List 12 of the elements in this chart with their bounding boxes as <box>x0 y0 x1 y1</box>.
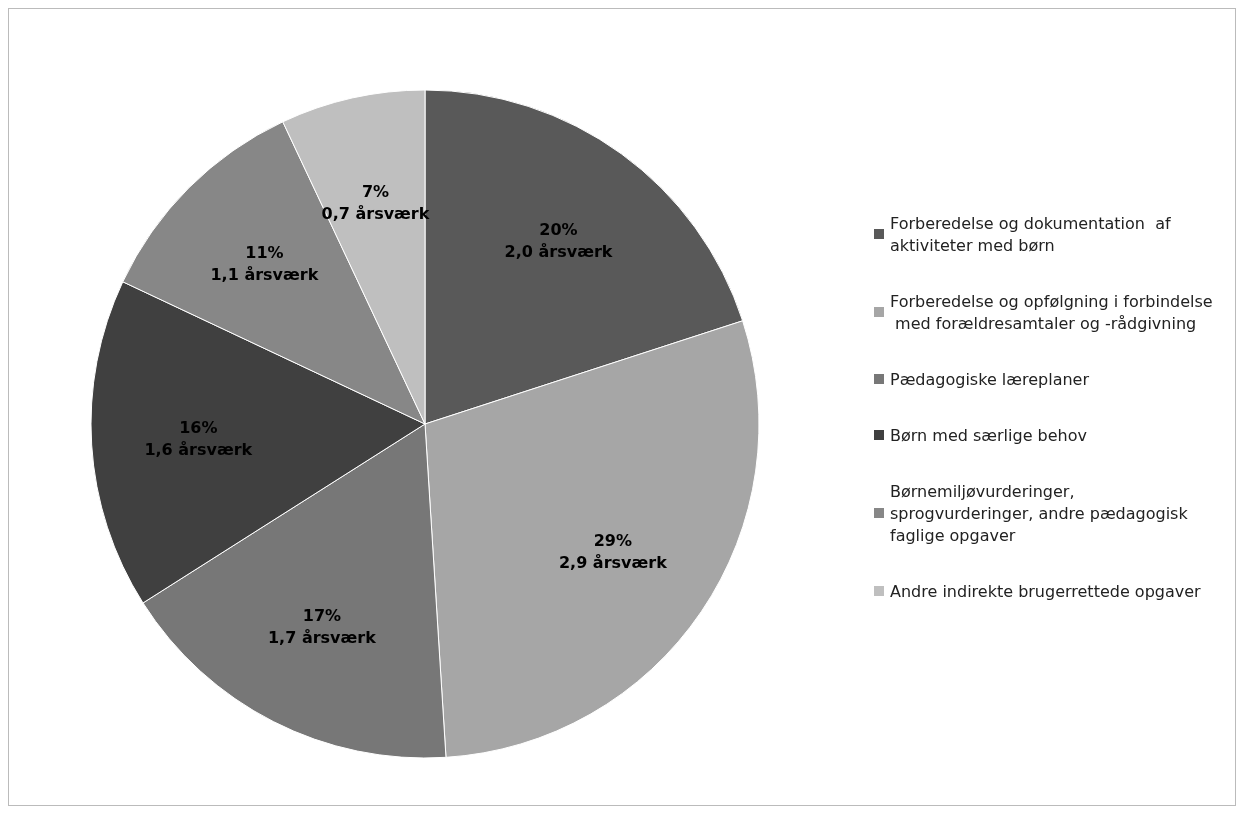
legend-label: Andre indirekte brugerrettede opgaver <box>890 581 1202 601</box>
data-label: 17% 1,7 årsværk <box>267 605 377 647</box>
legend-label: Pædagogiske læreplaner <box>890 369 1090 389</box>
legend-label: Børn med særlige behov <box>890 425 1087 445</box>
legend-label: Forberedelse og opfølgning i forbindelse med forældresamtaler og -rådgivning <box>890 291 1213 333</box>
data-label: 20% 2,0 årsværk <box>504 219 613 261</box>
legend-label: Børnemiljøvurderinger, sprogvurderinger, andre pædagogisk faglige opgaver <box>890 481 1193 545</box>
data-label: 11% 1,1 årsværk <box>210 242 319 284</box>
legend-label: Forberedelse og dokumentation af aktiviteter med børn <box>890 213 1176 255</box>
data-label: 29% 2,9 årsværk <box>558 531 668 573</box>
data-label: 16% 1,6 årsværk <box>144 417 253 459</box>
data-label: 7% 0,7 årsværk <box>321 181 430 223</box>
